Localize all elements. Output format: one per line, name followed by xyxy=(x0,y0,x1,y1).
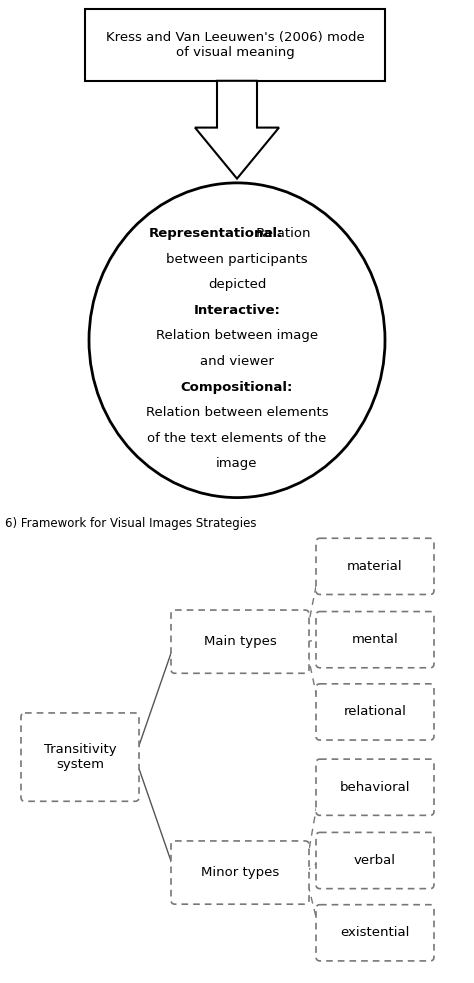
Text: material: material xyxy=(347,560,403,573)
Text: image: image xyxy=(216,457,258,470)
Text: Minor types: Minor types xyxy=(201,866,279,879)
Text: existential: existential xyxy=(340,926,410,940)
FancyBboxPatch shape xyxy=(316,759,434,815)
FancyBboxPatch shape xyxy=(316,833,434,889)
FancyBboxPatch shape xyxy=(171,840,309,904)
FancyBboxPatch shape xyxy=(316,539,434,595)
Text: Representational:: Representational: xyxy=(148,227,283,241)
FancyBboxPatch shape xyxy=(316,904,434,961)
Text: behavioral: behavioral xyxy=(340,781,410,793)
Text: of the text elements of the: of the text elements of the xyxy=(147,432,327,444)
Text: Main types: Main types xyxy=(204,635,276,648)
FancyBboxPatch shape xyxy=(171,610,309,673)
Text: relational: relational xyxy=(344,706,406,719)
Bar xyxy=(85,9,385,81)
FancyBboxPatch shape xyxy=(21,713,139,801)
Text: Relation between image: Relation between image xyxy=(156,329,318,342)
Text: mental: mental xyxy=(352,633,398,646)
Text: and viewer: and viewer xyxy=(200,355,274,368)
FancyBboxPatch shape xyxy=(316,611,434,667)
Text: Compositional:: Compositional: xyxy=(181,380,293,393)
Text: Transitivity
system: Transitivity system xyxy=(44,743,116,771)
Polygon shape xyxy=(195,81,279,179)
FancyBboxPatch shape xyxy=(316,684,434,740)
Text: between participants: between participants xyxy=(166,253,308,266)
Text: 6) Framework for Visual Images Strategies: 6) Framework for Visual Images Strategie… xyxy=(5,517,256,530)
Text: Kress and Van Leeuwen's (2006) mode
of visual meaning: Kress and Van Leeuwen's (2006) mode of v… xyxy=(106,30,365,59)
Text: verbal: verbal xyxy=(354,854,396,867)
Text: Relation between elements: Relation between elements xyxy=(146,406,328,419)
Text: Relation: Relation xyxy=(252,227,310,241)
Text: Representational: Relation: Representational: Relation xyxy=(0,982,1,983)
Text: Interactive:: Interactive: xyxy=(193,304,281,317)
Text: depicted: depicted xyxy=(208,278,266,291)
